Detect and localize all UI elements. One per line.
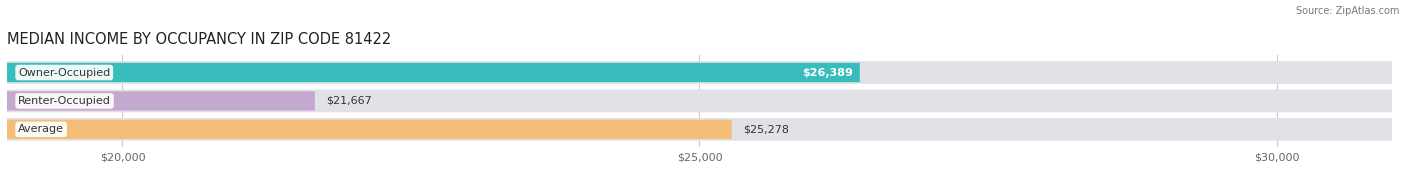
Text: $25,278: $25,278 [742,124,789,134]
Text: $26,389: $26,389 [801,67,853,77]
Text: MEDIAN INCOME BY OCCUPANCY IN ZIP CODE 81422: MEDIAN INCOME BY OCCUPANCY IN ZIP CODE 8… [7,32,391,47]
FancyBboxPatch shape [7,90,1392,112]
FancyBboxPatch shape [7,63,860,82]
Text: Source: ZipAtlas.com: Source: ZipAtlas.com [1295,6,1399,16]
FancyBboxPatch shape [7,91,315,111]
Text: Renter-Occupied: Renter-Occupied [18,96,111,106]
FancyBboxPatch shape [7,118,1392,141]
Text: Owner-Occupied: Owner-Occupied [18,67,110,77]
Text: $21,667: $21,667 [326,96,371,106]
FancyBboxPatch shape [7,120,731,139]
Text: Average: Average [18,124,65,134]
FancyBboxPatch shape [7,61,1392,84]
